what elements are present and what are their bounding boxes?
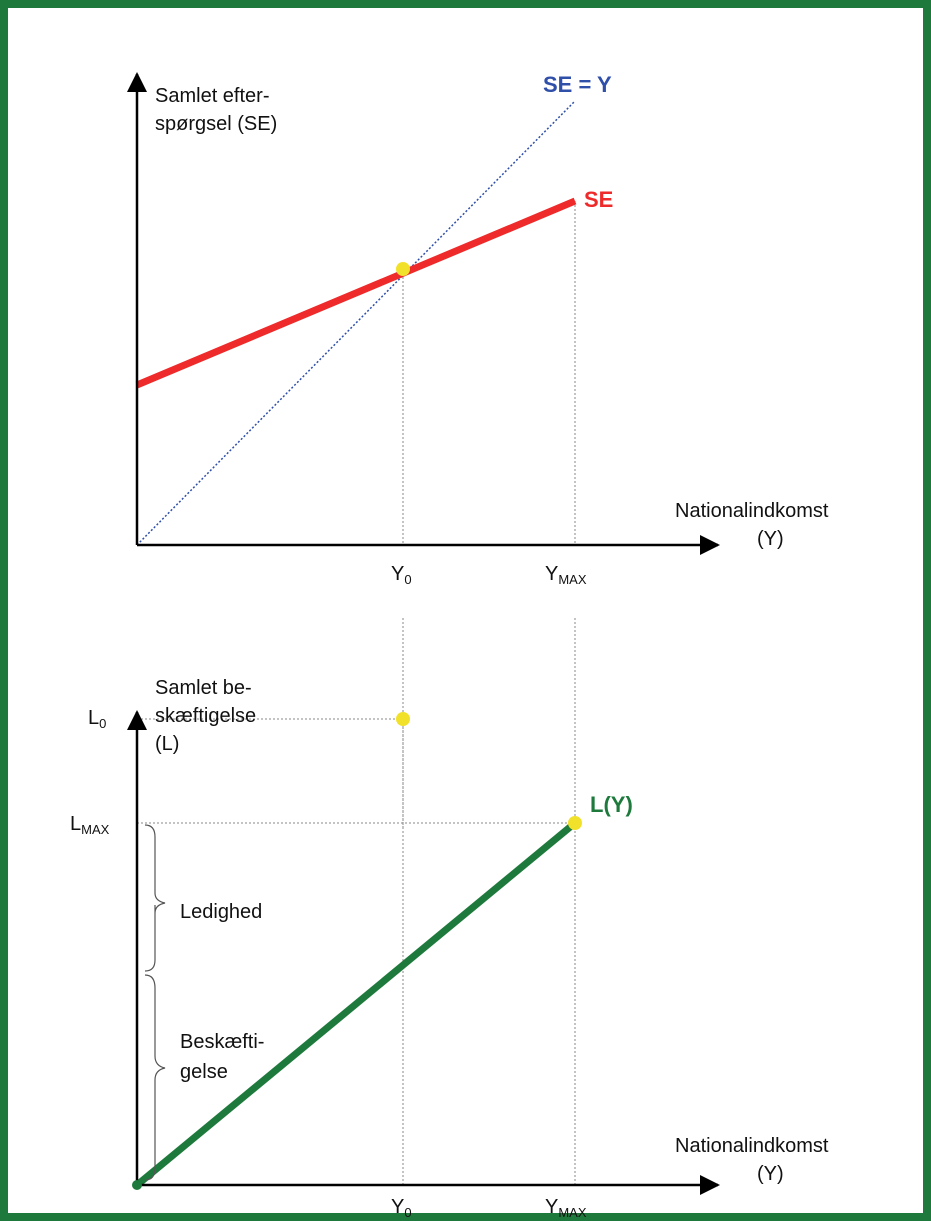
tick-main: L bbox=[88, 707, 99, 729]
bottom-y-axis-label-line2: skæftigelse bbox=[155, 705, 256, 727]
tick-sub: 0 bbox=[404, 1205, 411, 1220]
tick-sub: MAX bbox=[558, 572, 587, 587]
tick-lmax: LMAX bbox=[70, 813, 110, 837]
top-x-axis-label-line1: Nationalindkomst bbox=[675, 500, 829, 522]
lmax-point bbox=[568, 816, 582, 830]
beskaeftigelse-label-line2: gelse bbox=[180, 1061, 228, 1083]
l0-point bbox=[396, 712, 410, 726]
ledighed-brace bbox=[144, 824, 166, 972]
top-tick-ymax: YMAX bbox=[545, 563, 587, 587]
beskaeftigelse-brace bbox=[144, 974, 166, 1181]
diag-line-label: SE = Y bbox=[543, 72, 612, 97]
se-line bbox=[135, 197, 577, 389]
bottom-panel-backdrop bbox=[100, 600, 920, 1210]
top-tick-y0: Y0 bbox=[391, 563, 412, 587]
ledighed-label: Ledighed bbox=[180, 901, 262, 923]
top-panel: Samlet efter- spørgsel (SE) SE = Y SE Na… bbox=[127, 72, 829, 587]
ly-line bbox=[134, 820, 578, 1188]
tick-sub: 0 bbox=[404, 572, 411, 587]
bottom-y-axis-label-line3: (L) bbox=[155, 733, 179, 755]
tick-sub: MAX bbox=[81, 822, 110, 837]
bottom-tick-ymax: YMAX bbox=[545, 1196, 587, 1220]
top-y-axis-label-line1: Samlet efter- bbox=[155, 85, 269, 107]
beskaeftigelse-label-line1: Beskæfti- bbox=[180, 1031, 264, 1053]
bottom-y-axis-label-line1: Samlet be- bbox=[155, 677, 252, 699]
tick-main: Y bbox=[545, 1196, 558, 1218]
tick-main: L bbox=[70, 813, 81, 835]
se-line-label: SE bbox=[584, 187, 613, 212]
origin-point bbox=[132, 1180, 142, 1190]
top-equilibrium-point bbox=[396, 262, 410, 276]
top-y-axis-label-line2: spørgsel (SE) bbox=[155, 113, 277, 135]
tick-main: Y bbox=[391, 563, 404, 585]
top-x-axis-label-line2: (Y) bbox=[757, 528, 784, 550]
tick-sub: MAX bbox=[558, 1205, 587, 1220]
tick-l0: L0 bbox=[88, 707, 106, 731]
tick-main: Y bbox=[391, 1196, 404, 1218]
bottom-x-axis-label-line2: (Y) bbox=[757, 1163, 784, 1185]
tick-main: Y bbox=[545, 563, 558, 585]
bottom-x-axis-label-line1: Nationalindkomst bbox=[675, 1135, 829, 1157]
bottom-tick-y0: Y0 bbox=[391, 1196, 412, 1220]
tick-sub: 0 bbox=[99, 716, 106, 731]
ly-line-label: L(Y) bbox=[590, 792, 633, 817]
